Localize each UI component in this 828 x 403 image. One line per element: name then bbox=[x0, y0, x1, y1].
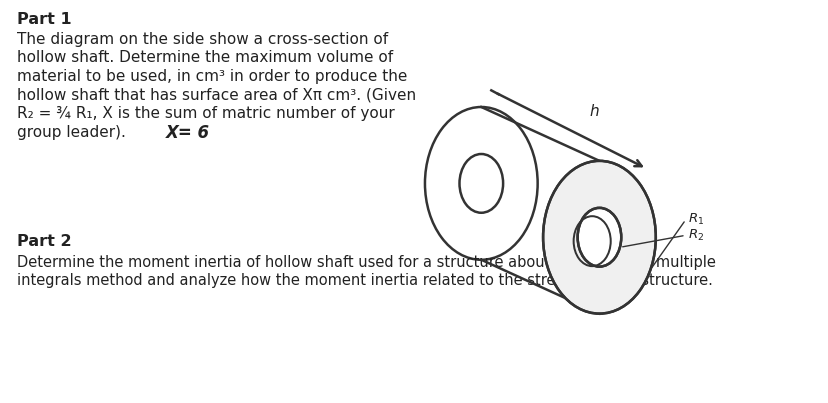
Text: $R_1$: $R_1$ bbox=[686, 212, 703, 227]
Text: h: h bbox=[588, 104, 598, 119]
Text: group leader).: group leader). bbox=[17, 125, 126, 139]
Ellipse shape bbox=[542, 161, 655, 314]
Text: Part 2: Part 2 bbox=[17, 234, 71, 249]
Text: X= 6: X= 6 bbox=[166, 124, 209, 141]
Text: Part 1: Part 1 bbox=[17, 12, 71, 27]
Text: hollow shaft. Determine the maximum volume of: hollow shaft. Determine the maximum volu… bbox=[17, 50, 392, 65]
Text: $R_2$: $R_2$ bbox=[686, 228, 703, 243]
Text: integrals method and analyze how the moment inertia related to the strength of t: integrals method and analyze how the mom… bbox=[17, 272, 712, 287]
Text: R₂ = ¾ R₁, X is the sum of matric number of your: R₂ = ¾ R₁, X is the sum of matric number… bbox=[17, 106, 394, 121]
Text: Determine the moment inertia of hollow shaft used for a structure about its axis: Determine the moment inertia of hollow s… bbox=[17, 255, 715, 270]
Text: hollow shaft that has surface area of Xπ cm³. (Given: hollow shaft that has surface area of Xπ… bbox=[17, 87, 416, 102]
Text: The diagram on the side show a cross-section of: The diagram on the side show a cross-sec… bbox=[17, 31, 388, 47]
Text: material to be used, in cm³ in order to produce the: material to be used, in cm³ in order to … bbox=[17, 69, 407, 84]
Ellipse shape bbox=[577, 208, 620, 267]
